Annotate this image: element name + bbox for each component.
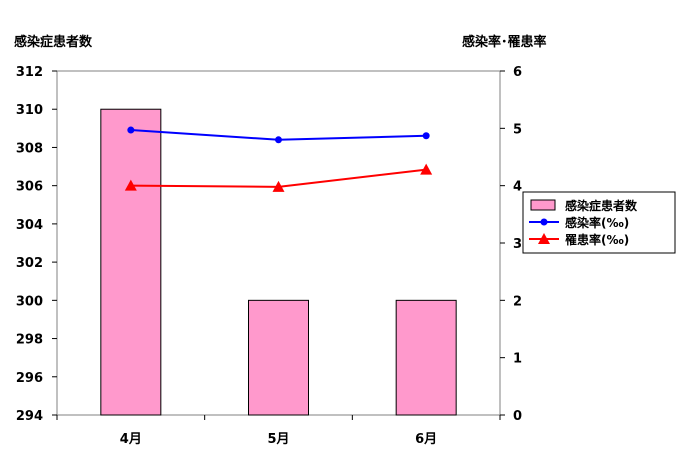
triangle-marker [272, 180, 285, 192]
triangle-marker [420, 163, 433, 175]
left-axis-title: 感染症患者数 [14, 34, 93, 50]
left-axis-tick-label: 312 [16, 65, 43, 80]
left-axis-tick-label: 300 [16, 294, 43, 309]
circle-marker [422, 132, 430, 140]
right-axis-tick-label: 1 [513, 352, 522, 367]
legend-swatch-bar [530, 199, 556, 211]
legend-circle-marker [540, 218, 548, 226]
left-axis-tick-label: 296 [16, 371, 43, 386]
right-axis-tick-label: 3 [513, 237, 522, 252]
bar [100, 108, 162, 416]
left-axis-tick-label: 298 [16, 333, 43, 348]
left-axis-tick-label: 304 [16, 218, 43, 233]
left-axis-tick-label: 306 [16, 180, 43, 195]
right-axis-tick-label: 0 [513, 409, 522, 424]
triangle-marker [124, 179, 137, 191]
right-axis-tick-label: 2 [513, 294, 522, 309]
bar [248, 299, 309, 416]
legend-label: 感染症患者数 [565, 198, 638, 213]
left-axis-tick-label: 302 [16, 256, 43, 271]
right-axis-tick-label: 4 [513, 180, 522, 195]
left-axis-tick-label: 310 [16, 103, 43, 118]
right-axis-tick-label: 5 [513, 122, 522, 137]
plot-area: 294 296 298 300 302 304 306 308 310 312 0 1 2 3 4 5 6 4月 5… [16, 65, 522, 447]
category-label: 6月 [415, 432, 437, 447]
circle-marker [127, 126, 135, 134]
category-label: 4月 [120, 432, 142, 447]
category-label: 5月 [267, 432, 289, 447]
left-axis-tick-label: 308 [16, 141, 43, 156]
right-axis-tick-label: 6 [513, 65, 522, 80]
right-axis-title: 感染率･罹患率 [462, 34, 547, 50]
circle-marker [275, 136, 282, 144]
left-axis-tick-label: 294 [16, 409, 43, 424]
legend-label: 罹患率(‰) [565, 232, 629, 247]
bar [395, 299, 457, 416]
legend-label: 感染率(‰) [565, 215, 629, 230]
legend-triangle-marker [538, 233, 550, 244]
